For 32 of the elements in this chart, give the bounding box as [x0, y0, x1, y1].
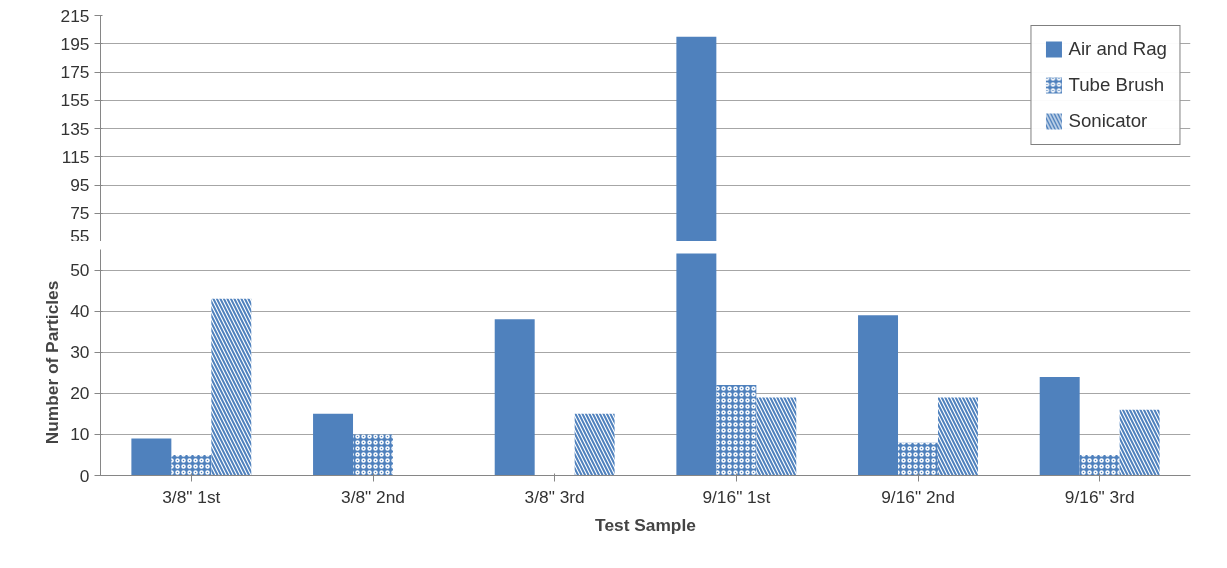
y-tick-label: 20	[70, 383, 90, 404]
y-tick-label: 155	[60, 90, 90, 111]
y-tick-label: 10	[70, 424, 90, 445]
x-tick-label: 3/8" 3rd	[524, 486, 585, 507]
y-tick-label: 50	[70, 260, 90, 281]
bar	[131, 438, 172, 476]
y-tick-label: 115	[61, 146, 90, 167]
bar	[858, 315, 899, 476]
x-tick-label: 9/16" 1st	[702, 486, 771, 507]
x-tick-label: 9/16" 2nd	[881, 486, 955, 507]
y-tick-label: 75	[70, 203, 90, 224]
bar	[313, 413, 354, 476]
y-tick-label: 30	[70, 342, 90, 363]
x-tick-label: 3/8" 2nd	[341, 486, 405, 507]
y-tick-label: 0	[79, 465, 90, 486]
y-tick-label: 175	[60, 62, 90, 82]
bar	[1039, 376, 1080, 476]
y-tick-label: 95	[70, 175, 90, 195]
bar	[676, 253, 717, 476]
y-tick-label: 55	[70, 225, 90, 246]
legend-label: Air and Rag	[1068, 38, 1167, 60]
x-tick-label: 3/8" 1st	[162, 486, 221, 507]
y-tick-label: 195	[60, 33, 90, 54]
legend-label: Sonicator	[1068, 110, 1148, 132]
x-tick-label: 9/16" 3rd	[1064, 486, 1135, 507]
legend-label: Tube Brush	[1068, 74, 1165, 96]
bar	[494, 319, 535, 476]
x-axis-title: Test Sample	[595, 514, 697, 535]
y-tick-label: 215	[60, 5, 90, 26]
y-tick-label: 40	[70, 301, 90, 322]
y-axis-title: Number of Particles	[42, 280, 63, 445]
y-tick-label: 135	[60, 118, 90, 139]
